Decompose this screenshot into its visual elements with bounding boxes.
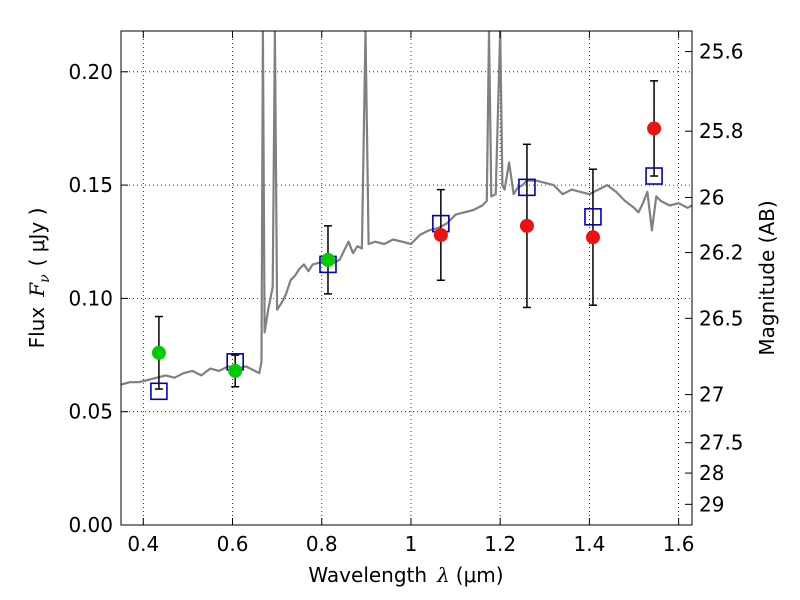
x-tick-label: 1.6 — [663, 532, 695, 556]
model-square-point — [518, 178, 536, 197]
x-tick-label: 0.8 — [306, 532, 338, 556]
y2-tick-label: 29 — [699, 492, 724, 516]
observed-red-point — [647, 121, 662, 136]
x-tick-label: 0.6 — [217, 532, 249, 556]
model-square-point — [645, 167, 663, 185]
observed-red-point — [585, 230, 600, 245]
y2-tick-label: 26.5 — [699, 306, 744, 330]
y2-tick-label: 25.8 — [699, 119, 744, 143]
plot-frame — [120, 30, 693, 526]
observed-green-point — [151, 345, 166, 360]
grid-lines — [121, 31, 692, 526]
y2-tick-label: 27 — [699, 383, 724, 407]
spectrum-line — [121, 31, 692, 386]
y-tick-label: 0.05 — [68, 400, 113, 424]
y-tick-label: 0.00 — [68, 513, 113, 537]
y2-tick-label: 26 — [699, 185, 724, 209]
y-tick-label: 0.10 — [68, 286, 113, 310]
data-marks — [150, 80, 663, 401]
y2-axis-label: Magnitude (AB) — [755, 200, 779, 355]
x-tick-label: 1.4 — [573, 532, 605, 556]
y2-tick-label: 25.6 — [699, 40, 744, 64]
y-axis-label: FluxFν( μJy ) — [25, 208, 53, 349]
x-tick-label: 0.4 — [127, 532, 159, 556]
y2-tick-label: 28 — [699, 461, 724, 485]
y-tick-label: 0.15 — [68, 173, 113, 197]
spectrum-layer — [121, 31, 692, 386]
observed-red-point — [519, 218, 534, 233]
y2-tick-label: 26.2 — [699, 241, 744, 265]
observed-green-point — [320, 252, 335, 267]
observed-green-point — [228, 363, 243, 378]
x-tick-label: 1 — [405, 532, 418, 556]
y-tick-label: 0.20 — [68, 60, 113, 84]
model-square-point — [150, 382, 168, 401]
y2-tick-label: 27.5 — [699, 431, 744, 455]
model-square-point — [584, 208, 602, 226]
x-tick-label: 1.2 — [484, 532, 516, 556]
x-axis-label: Wavelength λ (μm) — [308, 563, 503, 587]
axis-ticks: 0.4 0.6 0.8 1 1.2 1.4 1.6 0.00 0.05 0.10 0.15 0.20 2… — [68, 31, 744, 556]
observed-red-point — [433, 227, 448, 242]
